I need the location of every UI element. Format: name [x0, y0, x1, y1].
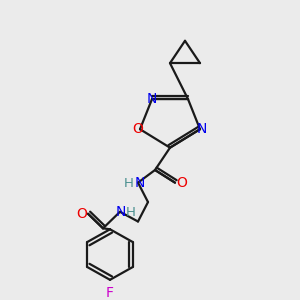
- Text: H: H: [126, 206, 136, 219]
- Text: O: O: [177, 176, 188, 190]
- Text: O: O: [133, 122, 143, 136]
- Text: N: N: [116, 205, 126, 219]
- Text: H: H: [124, 177, 134, 190]
- Text: N: N: [135, 176, 145, 190]
- Text: F: F: [106, 286, 114, 300]
- Text: O: O: [76, 207, 87, 221]
- Text: N: N: [147, 92, 157, 106]
- Text: N: N: [197, 122, 207, 136]
